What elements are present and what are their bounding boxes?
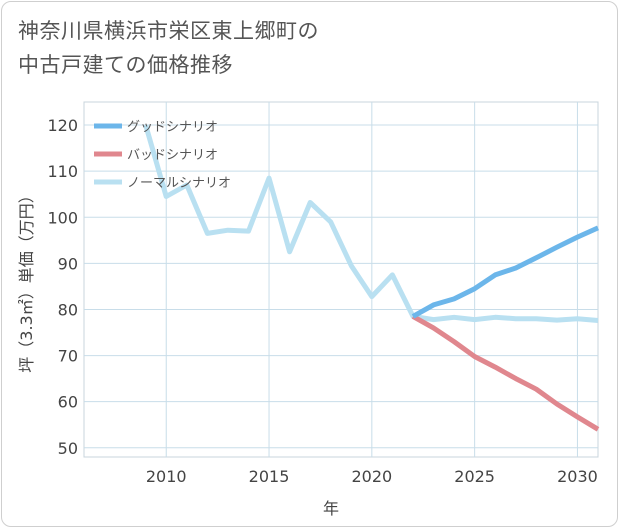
plot-area (83, 101, 599, 458)
x-tick-label-2030: 2030 (557, 467, 598, 486)
y-tick-label-60: 60 (58, 393, 78, 412)
series-layer (143, 124, 600, 432)
series-line-2 (143, 124, 599, 323)
series-line-1 (411, 314, 600, 432)
x-gridlines (165, 102, 578, 457)
x-tick-label-2015: 2015 (249, 467, 290, 486)
y-tick-label-90: 90 (58, 254, 78, 273)
legend-label-2: ノーマルシナリオ (127, 176, 231, 191)
x-tick-label-2010: 2010 (146, 467, 187, 486)
chart-title-line-1: 神奈川県横浜市栄区東上郷町の (18, 19, 319, 43)
y-tick-label-50: 50 (58, 439, 78, 458)
chart-title-line-2: 中古戸建ての価格推移 (18, 53, 233, 77)
x-tick-label-2025: 2025 (454, 467, 495, 486)
y-tick-label-110: 110 (47, 162, 78, 181)
x-tick-label-2020: 2020 (351, 467, 392, 486)
y-axis-title: 坪（3.3㎡）単価（万円） (17, 187, 36, 372)
x-axis-title: 年 (323, 499, 339, 518)
x-tick-labels: 2010 2015 2020 2025 2030 (146, 467, 598, 486)
y-tick-label-80: 80 (58, 300, 78, 319)
y-tick-label-70: 70 (58, 347, 78, 366)
y-tick-label-100: 100 (47, 208, 78, 227)
y-tick-labels: 50 60 70 80 90 100 110 120 (47, 116, 78, 458)
chart-title: 神奈川県横浜市栄区東上郷町の 中古戸建ての価格推移 (18, 14, 319, 82)
y-gridlines (84, 124, 598, 449)
legend-label-1: バッドシナリオ (127, 148, 218, 163)
legend-label-0: グッドシナリオ (127, 120, 218, 135)
y-tick-label-120: 120 (47, 116, 78, 135)
series-line-0 (411, 225, 600, 319)
